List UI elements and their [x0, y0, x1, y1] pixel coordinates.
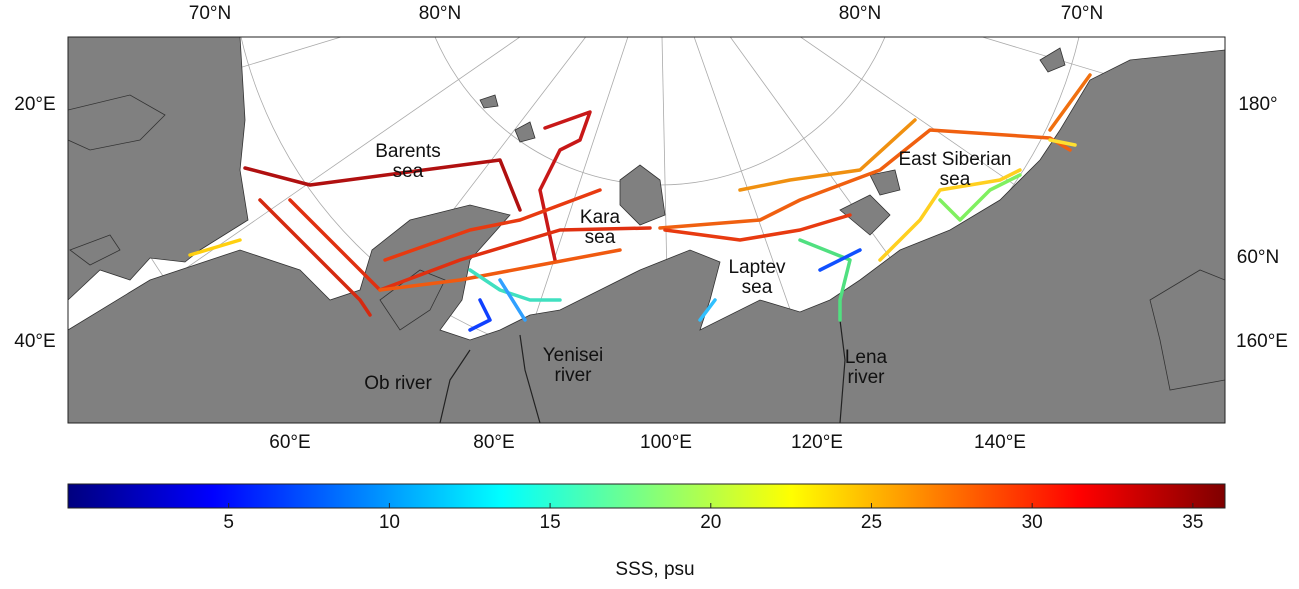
place-label: sea	[393, 161, 424, 182]
colorbar-tick-label: 30	[1022, 512, 1043, 533]
colorbar-gradient	[67, 483, 1226, 509]
lon-label: 80°E	[473, 432, 514, 453]
colorbar-tick-label: 10	[379, 512, 400, 533]
lat-label: 70°N	[1061, 3, 1103, 24]
lon-label: 40°E	[14, 331, 55, 352]
colorbar-tick-label: 5	[223, 512, 234, 533]
lat-label: 70°N	[189, 3, 231, 24]
place-label: Yenisei	[543, 345, 604, 366]
lon-label: 140°E	[974, 432, 1026, 453]
colorbar-tick-label: 15	[540, 512, 561, 533]
lon-label: 100°E	[640, 432, 692, 453]
lon-label: 20°E	[14, 94, 55, 115]
place-label: river	[555, 365, 593, 386]
place-label: Lena	[845, 347, 888, 368]
lat-label: 80°N	[839, 3, 881, 24]
lat-label: 80°N	[419, 3, 461, 24]
place-label: Kara	[580, 207, 621, 228]
place-label: East Siberian	[898, 149, 1011, 170]
lon-label: 60°E	[269, 432, 310, 453]
colorbar-label: SSS, psu	[615, 559, 694, 580]
lon-label: 160°E	[1236, 331, 1288, 352]
place-label: sea	[585, 227, 616, 248]
place-label: Barents	[375, 141, 440, 162]
colorbar-tick-label: 25	[861, 512, 882, 533]
lon-label: 120°E	[791, 432, 843, 453]
place-label: sea	[940, 169, 971, 190]
place-label: Laptev	[728, 257, 786, 278]
lon-label: 180°	[1238, 94, 1277, 115]
lat-label: 60°N	[1237, 247, 1279, 268]
colorbar: 5 10 15 20 25 30 35 SSS, psu	[67, 483, 1226, 580]
map	[68, 37, 1225, 423]
place-label: river	[848, 367, 886, 388]
colorbar-tick-label: 20	[700, 512, 721, 533]
map-frame	[67, 36, 1226, 424]
place-label: sea	[742, 277, 773, 298]
place-label: Ob river	[364, 373, 432, 394]
colorbar-tick-label: 35	[1182, 512, 1203, 533]
